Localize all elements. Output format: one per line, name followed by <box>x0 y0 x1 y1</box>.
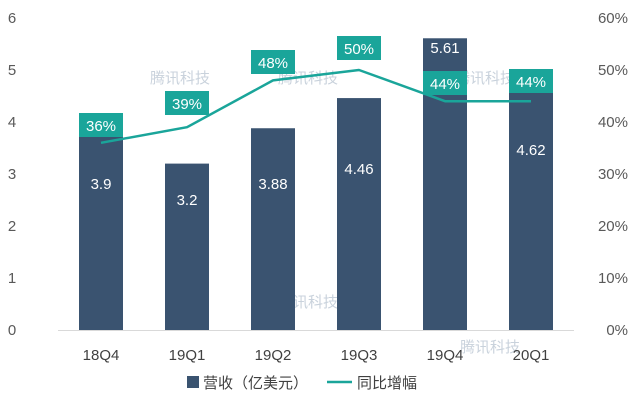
y-left-tick-label: 6 <box>8 10 16 27</box>
growth-label: 50% <box>337 36 381 60</box>
x-tick-label: 19Q4 <box>427 347 464 364</box>
y-left-tick-label: 1 <box>8 270 16 287</box>
watermark: 腾讯科技 <box>455 69 515 87</box>
y-left-tick-label: 3 <box>8 166 16 183</box>
bar-20Q1 <box>509 89 553 330</box>
x-tick-label: 20Q1 <box>513 347 550 364</box>
growth-label: 44% <box>509 69 553 93</box>
growth-label-box <box>165 91 209 115</box>
y-left-tick-label: 2 <box>8 218 16 235</box>
y-right-tick-label: 30% <box>598 166 628 183</box>
legend: 营收（亿美元） 同比增幅 <box>187 374 417 392</box>
bars <box>79 38 553 330</box>
x-tick-label: 19Q1 <box>169 347 206 364</box>
y-right-tick-label: 0% <box>606 322 628 339</box>
bar-value-label: 4.46 <box>344 161 373 178</box>
bar-19Q1 <box>165 163 209 330</box>
left-axis: 0 1 2 3 4 5 6 <box>8 10 16 339</box>
y-left-tick-label: 4 <box>8 114 16 131</box>
bar-value-label: 5.61 <box>430 40 459 57</box>
growth-label-text: 44% <box>430 76 460 93</box>
legend-line-label: 同比增幅 <box>357 374 417 392</box>
growth-label-box <box>251 50 295 74</box>
growth-label-box <box>509 69 553 93</box>
bar-value-label: 3.88 <box>258 176 287 193</box>
growth-label-box <box>79 113 123 137</box>
y-right-tick-label: 20% <box>598 218 628 235</box>
watermark: 腾讯科技 <box>150 69 210 87</box>
growth-label-text: 48% <box>258 55 288 72</box>
growth-label: 39% <box>165 91 209 115</box>
growth-label-text: 39% <box>172 96 202 113</box>
y-left-tick-label: 5 <box>8 62 16 79</box>
growth-label-box <box>423 71 467 95</box>
x-tick-label: 19Q3 <box>341 347 378 364</box>
legend-bar-swatch <box>187 376 199 388</box>
bar-18Q4 <box>79 127 123 330</box>
growth-label: 44% <box>423 71 467 95</box>
bar-19Q3 <box>337 98 381 330</box>
watermark: 腾讯科技 <box>460 338 520 356</box>
bar-19Q2 <box>251 128 295 330</box>
growth-label: 36% <box>79 113 123 137</box>
y-right-tick-label: 50% <box>598 62 628 79</box>
y-left-tick-label: 0 <box>8 322 16 339</box>
y-right-tick-label: 10% <box>598 270 628 287</box>
growth-label-text: 44% <box>516 74 546 91</box>
growth-label-box <box>337 36 381 60</box>
legend-bar-label: 营收（亿美元） <box>203 374 308 392</box>
bar-labels: 3.9 3.2 3.88 4.46 5.61 4.62 <box>91 40 546 209</box>
growth-label-text: 50% <box>344 41 374 58</box>
x-tick-label: 19Q2 <box>255 347 292 364</box>
growth-label: 48% <box>251 50 295 74</box>
bar-value-label: 3.9 <box>91 176 112 193</box>
x-axis: 18Q4 19Q1 19Q2 19Q3 19Q4 20Q1 <box>58 330 574 364</box>
growth-label-text: 36% <box>86 118 116 135</box>
line-series <box>100 68 531 145</box>
bar-value-label: 4.62 <box>516 142 545 159</box>
pct-labels: 36% 39% 48% 50% 44% 44% <box>79 36 553 137</box>
growth-line <box>100 68 531 145</box>
right-axis: 0% 10% 20% 30% 40% 50% 60% <box>598 10 628 339</box>
y-right-tick-label: 60% <box>598 10 628 27</box>
bar-value-label: 3.2 <box>177 192 198 209</box>
x-tick-label: 18Q4 <box>83 347 120 364</box>
y-right-tick-label: 40% <box>598 114 628 131</box>
